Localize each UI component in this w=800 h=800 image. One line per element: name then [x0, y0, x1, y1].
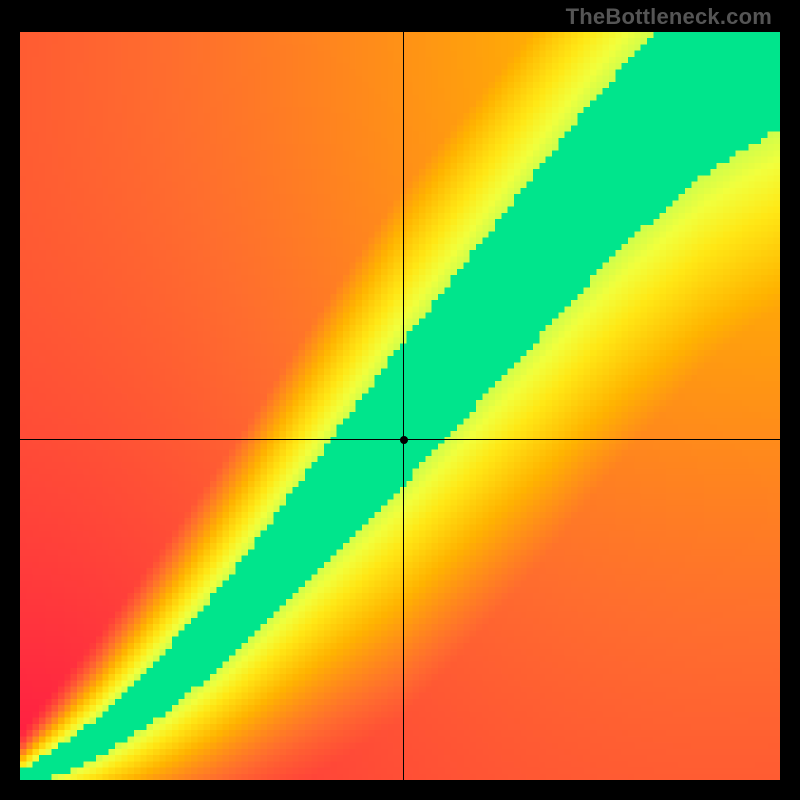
watermark-text: TheBottleneck.com — [566, 4, 772, 30]
plot-area — [20, 32, 780, 780]
crosshair-vertical — [403, 32, 404, 780]
chart-container: TheBottleneck.com — [0, 0, 800, 800]
bottleneck-heatmap — [20, 32, 780, 780]
crosshair-point — [400, 436, 408, 444]
